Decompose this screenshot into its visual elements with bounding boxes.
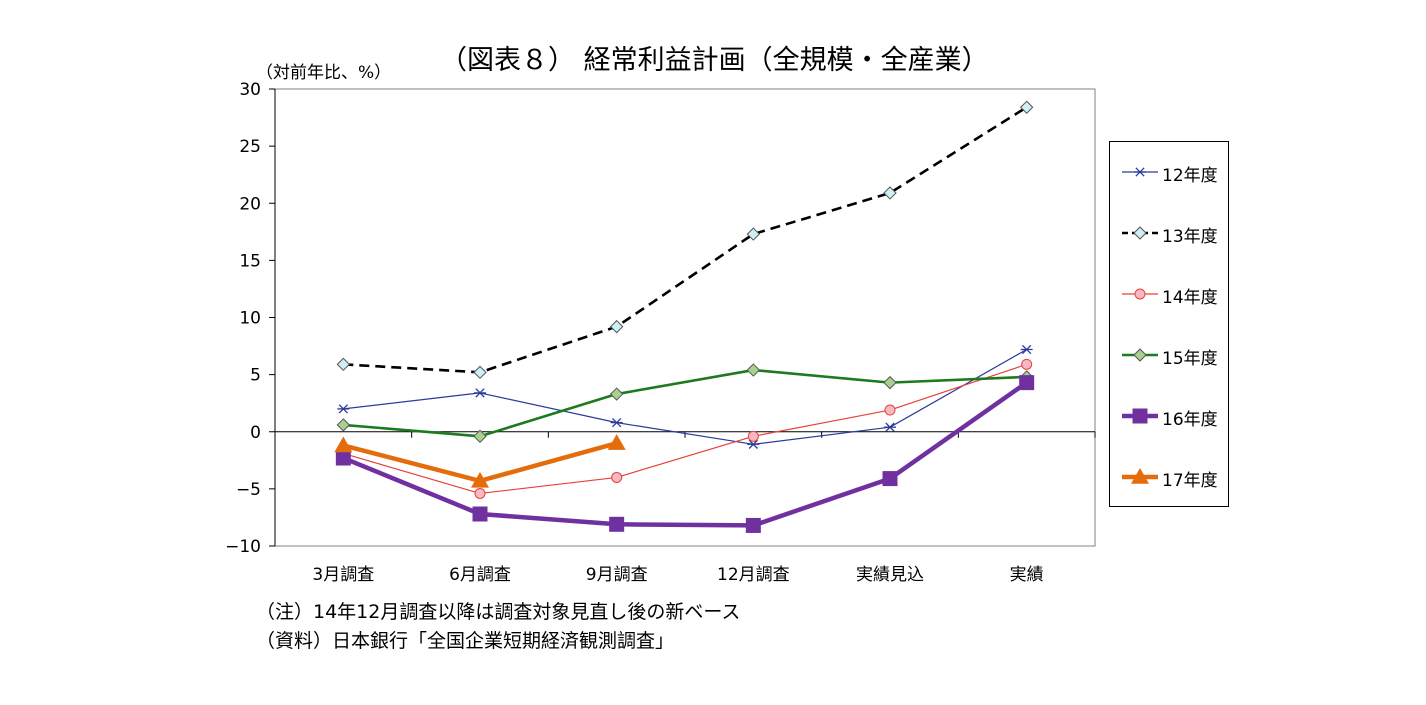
y-tick-label: −5 [236,480,261,500]
y-axis-unit-label: （対前年比、%） [256,63,392,83]
data-point [334,436,353,453]
series-line [343,368,1027,438]
series-line [343,363,1027,495]
legend-swatch [1122,226,1158,240]
legend-item: 13年度 [1110,221,1230,247]
legend-item: 15年度 [1110,343,1230,369]
x-tick-label: 実績見込 [856,565,924,585]
legend-label: 15年度 [1162,349,1218,369]
series-line [343,348,1027,445]
data-point [747,439,760,449]
footnote-note: （注）14年12月調査以降は調査対象見直し後の新ベース [256,601,741,623]
data-point [474,487,486,499]
data-point [473,365,487,380]
legend-swatch [1122,288,1158,300]
data-point [883,186,897,200]
tick-labels: 30 25 20 15 10 5 0 −5 −10 3月調査 6月調査 9月調査 12月調査 実績見込 実績 [225,80,1044,585]
data-point [884,404,896,416]
series-2 [336,100,1034,380]
legend-label: 14年度 [1162,288,1218,308]
legend-swatch [1122,167,1158,177]
legend-label: 13年度 [1162,227,1218,247]
series-5 [335,375,1035,533]
legend-item: 14年度 [1110,282,1230,308]
y-tick-label: 0 [250,423,261,443]
legend-swatch-marker [1134,167,1146,177]
x-tick-label: 9月調査 [586,565,648,585]
legend-swatch-marker [1131,468,1149,484]
legend-label: 17年度 [1162,471,1218,491]
x-tick-label: 実績 [1010,565,1044,585]
legend-swatch-marker [1132,408,1148,424]
data-point [609,387,624,401]
data-point [882,471,898,487]
plot-frame [274,88,1096,547]
data-point [747,430,759,442]
data-point [471,471,489,488]
data-point [746,363,761,377]
data-point [474,388,486,398]
data-point [745,517,761,533]
data-point [607,434,626,450]
y-tick-label: 20 [239,194,261,214]
legend-item: 16年度 [1110,404,1230,430]
data-point [609,319,624,334]
x-tick-label: 6月調査 [449,565,511,585]
plot-area [274,88,1096,547]
data-point [883,375,897,390]
y-tick-label: 25 [239,137,261,157]
x-tick-label: 3月調査 [312,565,374,585]
series-6 [334,434,626,488]
legend-item: 17年度 [1110,465,1230,491]
legend-swatch-marker [1134,288,1146,300]
legend-item: 12年度 [1110,160,1230,186]
legend-label: 16年度 [1162,410,1218,430]
footnote-source: （資料）日本銀行「全国企業短期経済観測調査」 [256,630,675,652]
y-tick-label: 10 [239,309,261,329]
y-tick-label: −10 [225,537,261,557]
data-point [746,227,761,241]
data-point [336,418,351,432]
legend-swatch [1122,468,1158,484]
legend-swatch-marker [1133,348,1147,362]
data-point [884,422,896,432]
chart-title: （図表８） 経常利益計画（全規模・全産業） [440,45,989,76]
series-layer [334,100,1035,533]
legend: 12年度 13年度 14年度 15年度 16年度 17年度 [1109,141,1229,507]
data-point [609,516,625,532]
data-point [1021,358,1033,370]
data-point [472,506,488,522]
data-point [335,450,351,466]
data-point [336,357,351,372]
y-tick-label: 30 [239,80,261,100]
data-point [1019,375,1035,391]
data-point [611,471,623,483]
legend-label: 12年度 [1162,166,1218,186]
data-point [1020,344,1033,355]
x-tick-label: 12月調査 [717,565,790,585]
legend-swatch [1122,408,1158,424]
series-1 [337,344,1033,449]
legend-swatch [1122,348,1158,362]
series-line [342,380,1028,528]
data-point [337,404,350,414]
y-tick-label: 5 [250,366,261,386]
legend-swatch-marker [1133,226,1147,240]
data-point [473,429,487,444]
data-point [1019,100,1034,114]
data-point [610,417,623,428]
y-tick-label: 15 [239,251,261,271]
series-4 [336,363,1034,444]
series-line [343,106,1028,374]
